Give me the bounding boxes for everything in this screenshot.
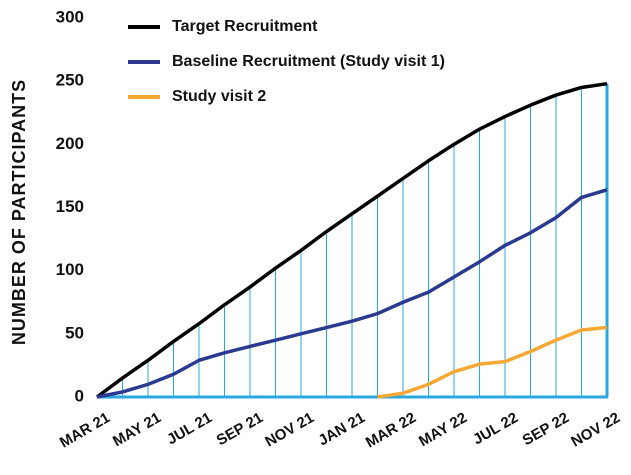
y-tick-label: 200 — [56, 134, 84, 153]
x-tick-label: MAY 21 — [110, 409, 164, 450]
x-tick-label: NOV 21 — [262, 409, 317, 450]
x-tick-label: JUL 21 — [164, 409, 215, 448]
x-tick-label: MAY 22 — [416, 409, 470, 450]
y-tick-label: 150 — [56, 197, 84, 216]
y-tick-label: 300 — [56, 7, 84, 26]
x-tick-label: NOV 22 — [568, 409, 623, 450]
y-tick-label: 250 — [56, 71, 84, 90]
legend-label: Study visit 2 — [172, 88, 266, 105]
x-tick-label: MAR 21 — [57, 409, 113, 451]
y-tick-label: 50 — [65, 323, 84, 342]
x-tick-label: SEP 21 — [214, 409, 266, 449]
x-tick-label: SEP 22 — [520, 409, 572, 449]
x-tick-label: JUL 22 — [470, 409, 521, 448]
series-line — [96, 188, 608, 399]
legend-label: Baseline Recruitment (Study visit 1) — [172, 53, 445, 70]
series-line — [377, 325, 608, 399]
y-axis-label: NUMBER OF PARTICIPANTS — [9, 79, 29, 345]
y-tick-label: 0 — [75, 386, 84, 405]
x-tick-label: MAR 22 — [363, 409, 419, 451]
series-line — [95, 81, 608, 399]
legend-label: Target Recruitment — [172, 18, 318, 35]
x-tick-label: JAN 21 — [315, 409, 368, 449]
y-tick-label: 100 — [56, 260, 84, 279]
